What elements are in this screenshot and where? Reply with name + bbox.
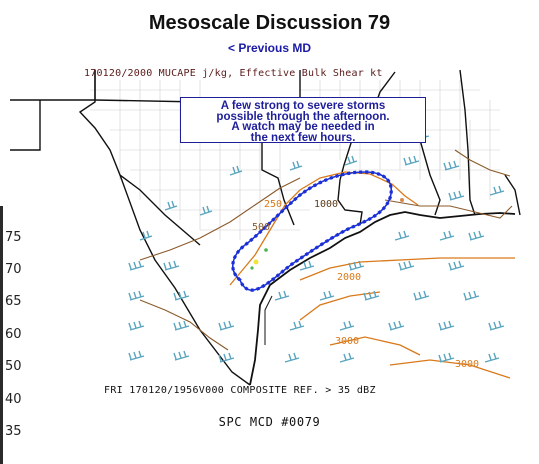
legend-label-40: 40 xyxy=(5,392,22,407)
page-title: Mesoscale Discussion 79 xyxy=(148,12,391,34)
legend-bar xyxy=(0,206,3,464)
radar-echoes xyxy=(250,198,404,270)
map-valid-time: FRI 170120/1956V000 COMPOSITE REF. > 35 … xyxy=(104,385,376,396)
map-header: 170120/2000 MUCAPE j/kg, Effective Bulk … xyxy=(84,68,383,79)
legend-label-70: 70 xyxy=(5,262,22,277)
legend-label-60: 60 xyxy=(5,327,22,342)
contour-label-1000: 1000 xyxy=(314,199,339,210)
shear-barbs xyxy=(128,130,505,363)
contour-label-3000-b: 3000 xyxy=(455,359,480,370)
legend-label-50: 50 xyxy=(5,359,22,374)
legend-label-75: 75 xyxy=(5,230,22,245)
contour-label-250: 250 xyxy=(264,199,283,210)
annotation-line-1: A few strong to severe storms xyxy=(220,100,386,112)
annotation-line-4: the next few hours. xyxy=(250,131,356,144)
md-outline xyxy=(231,170,393,292)
contour-label-3000-a: 3000 xyxy=(335,336,360,347)
legend-label-65: 65 xyxy=(5,294,22,309)
md-annotation-box: A few strong to severe storms possible t… xyxy=(180,97,426,143)
cape-contours-low xyxy=(139,149,513,351)
reflectivity-legend: 75 70 65 60 50 40 35 xyxy=(0,206,26,464)
contour-label-500: 500 xyxy=(252,222,271,233)
previous-md-link[interactable]: < Previous MD xyxy=(227,41,312,55)
contour-label-2000: 2000 xyxy=(337,272,362,283)
annotation-line-3: A watch may be needed in xyxy=(231,121,375,133)
mcd-number: SPC MCD #0079 xyxy=(218,415,321,429)
annotation-line-2: possible through the afternoon. xyxy=(216,110,390,123)
